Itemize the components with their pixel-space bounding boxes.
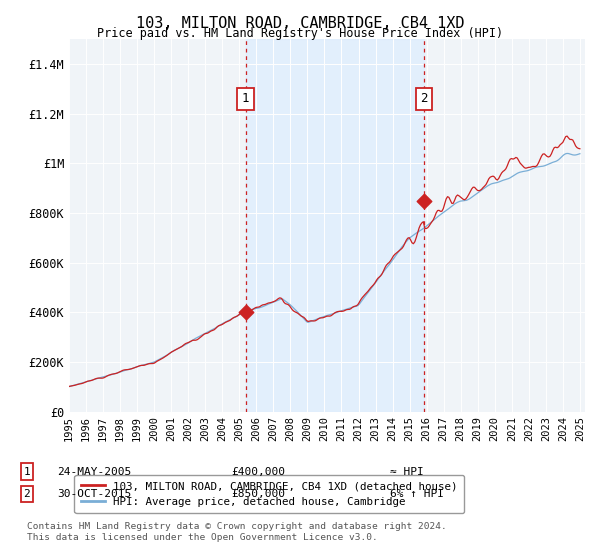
Text: 2: 2 <box>420 92 427 105</box>
Text: 24-MAY-2005: 24-MAY-2005 <box>57 466 131 477</box>
Text: 30-OCT-2015: 30-OCT-2015 <box>57 489 131 499</box>
Text: 103, MILTON ROAD, CAMBRIDGE, CB4 1XD: 103, MILTON ROAD, CAMBRIDGE, CB4 1XD <box>136 16 464 31</box>
Text: 2: 2 <box>23 489 31 499</box>
Point <box>419 196 428 205</box>
Text: This data is licensed under the Open Government Licence v3.0.: This data is licensed under the Open Gov… <box>27 533 378 542</box>
Text: Price paid vs. HM Land Registry's House Price Index (HPI): Price paid vs. HM Land Registry's House … <box>97 27 503 40</box>
Text: ≈ HPI: ≈ HPI <box>390 466 424 477</box>
Text: 1: 1 <box>23 466 31 477</box>
Legend: 103, MILTON ROAD, CAMBRIDGE, CB4 1XD (detached house), HPI: Average price, detac: 103, MILTON ROAD, CAMBRIDGE, CB4 1XD (de… <box>74 475 464 513</box>
Point <box>241 308 250 317</box>
Text: £400,000: £400,000 <box>231 466 285 477</box>
Text: 6% ↑ HPI: 6% ↑ HPI <box>390 489 444 499</box>
Text: 1: 1 <box>242 92 250 105</box>
Text: £850,000: £850,000 <box>231 489 285 499</box>
Bar <box>245 39 424 412</box>
Text: Contains HM Land Registry data © Crown copyright and database right 2024.: Contains HM Land Registry data © Crown c… <box>27 522 447 531</box>
